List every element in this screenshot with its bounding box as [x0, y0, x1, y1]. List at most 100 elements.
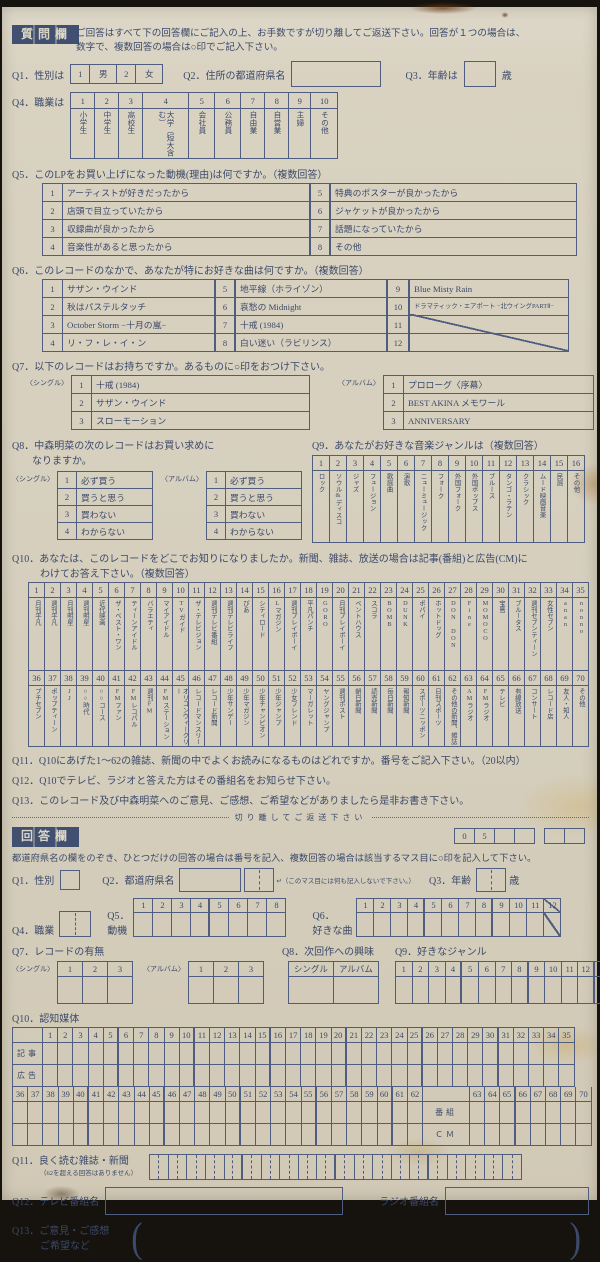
- answer-cell[interactable]: [484, 1154, 504, 1180]
- answer-cell[interactable]: [529, 1042, 545, 1065]
- answer-cell[interactable]: [240, 1042, 256, 1065]
- answer-cell[interactable]: [392, 1101, 408, 1124]
- answer-cell[interactable]: [545, 976, 562, 1004]
- answer-cell[interactable]: [43, 1042, 59, 1065]
- answer-cell[interactable]: [58, 976, 83, 1004]
- answer-cell[interactable]: [316, 1101, 332, 1124]
- answer-cell[interactable]: [238, 976, 264, 1004]
- answer-cell[interactable]: [180, 1101, 196, 1124]
- answer-cell[interactable]: [58, 1101, 74, 1124]
- answer-cell[interactable]: [374, 912, 392, 937]
- answer-cell[interactable]: [347, 1123, 363, 1146]
- answer-cell[interactable]: [88, 1123, 105, 1146]
- answer-cell[interactable]: [546, 1123, 562, 1146]
- answer-cell[interactable]: [256, 1123, 272, 1146]
- answer-cell[interactable]: [437, 1042, 454, 1065]
- answer-cell[interactable]: [333, 976, 379, 1004]
- answer-cell[interactable]: [103, 1042, 119, 1065]
- answer-cell[interactable]: [510, 912, 528, 937]
- a4-occupation-box[interactable]: [59, 910, 92, 937]
- answer-cell[interactable]: [13, 1101, 29, 1124]
- answer-cell[interactable]: [149, 1064, 165, 1087]
- answer-cell[interactable]: [354, 1154, 374, 1180]
- answer-cell[interactable]: [286, 1123, 302, 1146]
- answer-cell[interactable]: [331, 1123, 348, 1146]
- option-label[interactable]: ANNIVERSARY: [403, 412, 594, 431]
- answer-cell[interactable]: [408, 912, 426, 937]
- answer-cell[interactable]: [172, 912, 192, 937]
- age-input-box[interactable]: [463, 61, 496, 88]
- answer-cell[interactable]: [270, 1042, 286, 1065]
- answer-cell[interactable]: [453, 1042, 469, 1065]
- answer-cell[interactable]: [210, 912, 230, 937]
- answer-cell[interactable]: [362, 1123, 378, 1146]
- answer-cell[interactable]: [134, 1123, 150, 1146]
- answer-cell[interactable]: [255, 1042, 271, 1065]
- answer-cell[interactable]: [224, 1154, 244, 1180]
- answer-cell[interactable]: [149, 1101, 165, 1124]
- answer-cell[interactable]: [267, 912, 287, 937]
- answer-cell[interactable]: [164, 1064, 180, 1087]
- answer-cell[interactable]: [392, 1064, 408, 1087]
- answer-cell[interactable]: [561, 1123, 577, 1146]
- answer-cell[interactable]: [544, 1064, 560, 1087]
- answer-cell[interactable]: [331, 1101, 348, 1124]
- answer-cell[interactable]: [150, 1154, 169, 1180]
- answer-cell[interactable]: [483, 1064, 499, 1087]
- option-label[interactable]: サザン・ウインド: [92, 394, 310, 413]
- answer-cell[interactable]: [361, 1042, 378, 1065]
- answer-cell[interactable]: [483, 1042, 499, 1065]
- answer-cell[interactable]: [362, 1101, 378, 1124]
- answer-cell[interactable]: [515, 1123, 531, 1146]
- answer-cell[interactable]: [361, 1064, 378, 1087]
- answer-cell[interactable]: [377, 1042, 393, 1065]
- answer-cell[interactable]: [407, 1101, 424, 1124]
- answer-cell[interactable]: [425, 912, 443, 937]
- serial-cell[interactable]: [495, 829, 515, 845]
- answer-cell[interactable]: [210, 1042, 226, 1065]
- answer-cell[interactable]: [88, 1042, 104, 1065]
- answer-cell[interactable]: [168, 1154, 188, 1180]
- answer-cell[interactable]: [515, 1101, 531, 1124]
- answer-cell[interactable]: [301, 1042, 317, 1065]
- answer-cell[interactable]: [88, 1064, 104, 1087]
- answer-cell[interactable]: [210, 1101, 226, 1124]
- answer-cell[interactable]: [391, 912, 409, 937]
- answer-cell[interactable]: [240, 1123, 256, 1146]
- answer-cell[interactable]: [229, 912, 249, 937]
- answer-cell[interactable]: [392, 1123, 408, 1146]
- answer-cell[interactable]: [118, 1064, 135, 1087]
- answer-cell[interactable]: [513, 1042, 529, 1065]
- answer-cell[interactable]: [240, 1064, 256, 1087]
- answer-cell[interactable]: [188, 976, 214, 1004]
- answer-cell[interactable]: [529, 1064, 545, 1087]
- answer-cell[interactable]: [561, 976, 579, 1004]
- answer-cell[interactable]: [43, 1101, 59, 1124]
- answer-cell[interactable]: [377, 1123, 393, 1146]
- answer-cell[interactable]: [527, 912, 545, 937]
- answer-cell[interactable]: [243, 1154, 262, 1180]
- answer-cell[interactable]: [331, 1064, 347, 1087]
- answer-cell[interactable]: [270, 1064, 286, 1087]
- answer-cell[interactable]: [346, 1064, 362, 1087]
- answer-cell[interactable]: [248, 912, 268, 937]
- answer-cell[interactable]: [149, 1123, 165, 1146]
- answer-cell[interactable]: [119, 1123, 135, 1146]
- answer-cell[interactable]: [559, 1042, 575, 1065]
- answer-cell[interactable]: [544, 1042, 560, 1065]
- answer-cell[interactable]: [485, 1101, 501, 1124]
- answer-cell[interactable]: [301, 1064, 317, 1087]
- answer-cell[interactable]: [286, 1064, 302, 1087]
- answer-cell[interactable]: [134, 1042, 150, 1065]
- answer-cell[interactable]: [58, 1064, 74, 1087]
- answer-cell[interactable]: [255, 1064, 271, 1087]
- answer-cell[interactable]: [205, 1154, 225, 1180]
- answer-cell[interactable]: [437, 1064, 454, 1087]
- answer-cell[interactable]: [119, 1101, 135, 1124]
- answer-cell[interactable]: [88, 1101, 105, 1124]
- answer-cell[interactable]: [316, 1042, 332, 1065]
- answer-cell[interactable]: [447, 1154, 467, 1180]
- answer-cell[interactable]: [271, 1123, 287, 1146]
- answer-cell[interactable]: [468, 1064, 484, 1087]
- answer-cell[interactable]: [301, 1101, 317, 1124]
